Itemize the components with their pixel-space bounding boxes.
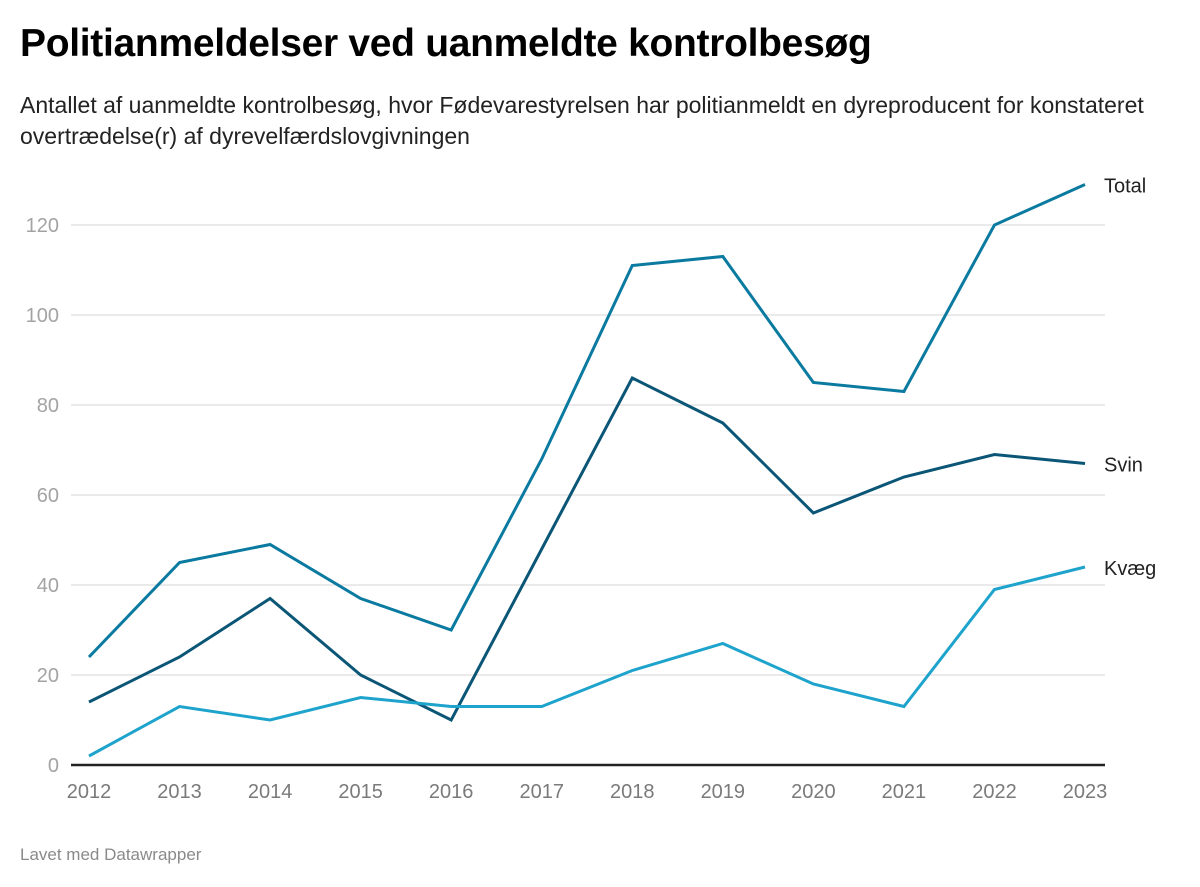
x-tick-label: 2019 (701, 781, 746, 803)
series-line-svin (88, 376, 1086, 722)
x-tick-label: 2016 (429, 781, 474, 803)
x-tick-label: 2020 (791, 781, 836, 803)
x-tick-label: 2014 (248, 781, 293, 803)
y-axis-ticks: 0 20 40 60 80 100 120 (26, 215, 59, 777)
x-tick-label: 2022 (972, 781, 1017, 803)
y-tick-label: 120 (26, 215, 59, 237)
y-tick-label: 20 (37, 665, 59, 687)
y-tick-label: 0 (48, 755, 59, 777)
x-tick-label: 2015 (338, 781, 383, 803)
x-tick-label: 2012 (67, 781, 112, 803)
series-line-kv-g (88, 565, 1086, 758)
x-tick-label: 2017 (519, 781, 564, 803)
series-line-total (87, 183, 1086, 659)
chart-title: Politianmeldelser ved uanmeldte kontrolb… (20, 22, 872, 65)
series-labels: Total Svin Kvæg (1104, 176, 1156, 581)
series-lines (87, 183, 1086, 758)
x-axis-ticks: 2012 2013 2014 2015 2016 2017 2018 2019 2020 2021… (67, 781, 1108, 803)
x-tick-label: 2023 (1063, 781, 1108, 803)
series-label-kv-g: Kvæg (1104, 558, 1156, 580)
chart-subtitle: Antallet af uanmeldte kontrolbesøg, hvor… (20, 92, 1144, 149)
x-tick-label: 2018 (610, 781, 655, 803)
x-tick-label: 2021 (882, 781, 927, 803)
series-label-svin: Svin (1104, 455, 1143, 477)
y-tick-label: 80 (37, 395, 59, 417)
series-label-total: Total (1104, 176, 1146, 198)
y-tick-label: 100 (26, 305, 59, 327)
y-tick-label: 60 (37, 485, 59, 507)
gridlines (71, 224, 1105, 676)
x-tick-label: 2013 (157, 781, 202, 803)
footer-credit: Lavet med Datawrapper (20, 845, 202, 864)
y-tick-label: 40 (37, 575, 59, 597)
